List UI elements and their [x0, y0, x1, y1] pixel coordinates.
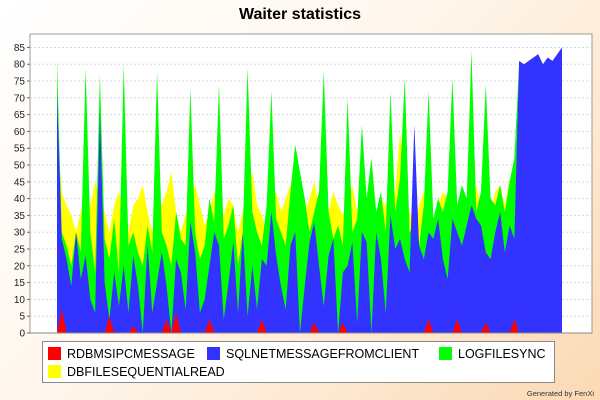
y-tick-label-50: 50 — [14, 161, 26, 172]
y-tick-label-30: 30 — [14, 228, 26, 239]
generated-by-credit: Generated by FenXi — [526, 389, 594, 398]
legend-swatch-logfilesync — [439, 347, 452, 360]
y-tick-label-10: 10 — [14, 295, 26, 306]
legend-label-rdbmsipcmessage: RDBMSIPCMESSAGE — [67, 347, 195, 361]
legend-item-rdbmsipcmessage: RDBMSIPCMESSAGE — [48, 347, 195, 363]
legend-item-logfilesync: LOGFILESYNC — [439, 347, 546, 363]
y-tick-label-75: 75 — [14, 77, 26, 88]
y-tick-label-20: 20 — [14, 261, 26, 272]
legend-swatch-sqlnetmessagefromclient — [207, 347, 220, 360]
y-tick-label-80: 80 — [14, 60, 26, 71]
chart-title: Waiter statistics — [238, 6, 362, 23]
y-tick-label-85: 85 — [14, 43, 26, 54]
y-tick-label-25: 25 — [14, 245, 26, 256]
legend-label-logfilesync: LOGFILESYNC — [458, 347, 546, 361]
y-tick-label-55: 55 — [14, 144, 26, 155]
legend-swatch-dbfilesequentialread — [48, 365, 61, 378]
legend-swatch-rdbmsipcmessage — [48, 347, 61, 360]
y-tick-label-65: 65 — [14, 110, 26, 121]
area-series-sqlnetmessagefromclient — [57, 47, 562, 333]
y-tick-label-15: 15 — [14, 278, 26, 289]
legend-item-dbfilesequentialread: DBFILESEQUENTIALREAD — [48, 365, 225, 381]
y-tick-label-70: 70 — [14, 93, 26, 104]
legend-label-dbfilesequentialread: DBFILESEQUENTIALREAD — [67, 365, 225, 379]
y-tick-label-0: 0 — [19, 329, 25, 340]
area-series-rdbmsipcmessage — [57, 309, 562, 333]
y-tick-label-5: 5 — [19, 312, 25, 323]
y-tick-label-45: 45 — [14, 177, 26, 188]
y-tick-label-40: 40 — [14, 194, 26, 205]
legend-label-sqlnetmessagefromclient: SQLNETMESSAGEFROMCLIENT — [226, 347, 420, 361]
y-tick-label-60: 60 — [14, 127, 26, 138]
legend-item-sqlnetmessagefromclient: SQLNETMESSAGEFROMCLIENT — [207, 347, 419, 363]
y-tick-label-35: 35 — [14, 211, 26, 222]
legend: RDBMSIPCMESSAGE SQLNETMESSAGEFROMCLIENT … — [42, 341, 555, 383]
